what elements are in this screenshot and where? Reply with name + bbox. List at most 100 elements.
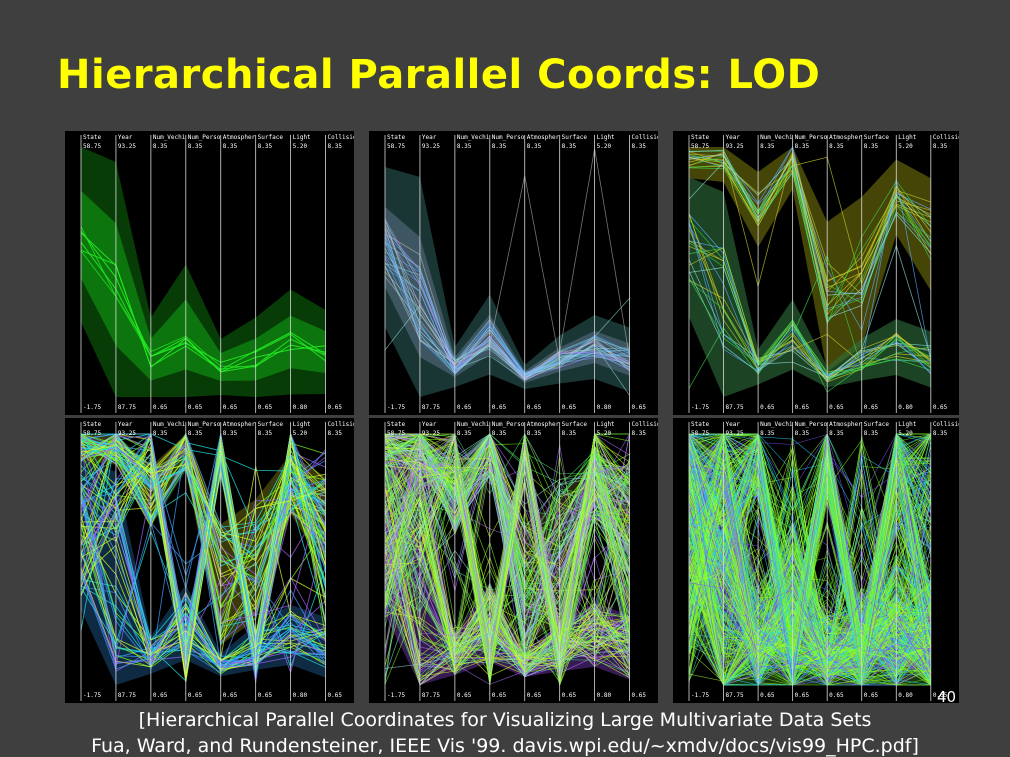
- record-polyline: [688, 552, 932, 686]
- axis-max-label: 8.35: [258, 143, 273, 150]
- axis-max-label: 93.25: [726, 430, 744, 437]
- record-polyline: [80, 441, 326, 669]
- record-polyline: [688, 433, 932, 645]
- axis-max-label: 93.25: [118, 143, 136, 150]
- axis-min-label: 0.65: [258, 692, 273, 699]
- record-polyline: [80, 232, 326, 371]
- axis-name-label: Surface: [562, 421, 588, 428]
- axis-name-label: Surface: [864, 421, 890, 428]
- lod-panel-3: State 58.75 -1.75 Year 93.25 87.75 Num_Vechi 8.…: [673, 131, 959, 415]
- axis-min-label: 0.65: [864, 692, 879, 699]
- record-polyline: [384, 473, 630, 678]
- record-polyline: [688, 600, 932, 661]
- record-polyline: [384, 235, 630, 377]
- axis-max-label: 8.35: [258, 430, 273, 437]
- record-polyline: [80, 230, 326, 373]
- axis-max-label: 8.35: [864, 143, 879, 150]
- record-polyline: [384, 433, 630, 611]
- axis-max-label: 8.35: [328, 143, 343, 150]
- record-polyline: [688, 522, 932, 671]
- record-polyline: [80, 549, 326, 669]
- record-polyline: [688, 442, 932, 686]
- axis-name-label: State: [83, 421, 101, 428]
- parallel-coordinates-plot: State58.75-1.75Year93.2587.75Num_Vechi8.…: [80, 421, 354, 701]
- record-polyline: [688, 469, 932, 677]
- axis-name-label: Num_Perso: [795, 134, 828, 141]
- axis-name-label: Num_Vechi: [760, 134, 793, 141]
- record-polyline: [688, 433, 931, 686]
- record-polyline: [688, 244, 932, 378]
- record-polyline: [688, 501, 931, 686]
- record-polyline: [384, 432, 630, 576]
- axis-min-label: 87.75: [422, 404, 440, 411]
- axis-max-label: 8.35: [795, 430, 810, 437]
- axis-min-label: 0.65: [760, 692, 775, 699]
- record-polyline: [384, 433, 630, 685]
- record-polyline: [384, 508, 630, 686]
- axis-max-label: 58.75: [83, 430, 101, 437]
- axis-name-label: Num_Vechi: [153, 134, 186, 141]
- record-polyline: [689, 433, 932, 661]
- axis-min-label: 0.65: [457, 692, 472, 699]
- axis-min-label: 0.65: [933, 404, 948, 411]
- record-polyline: [80, 553, 326, 662]
- record-polyline: [80, 466, 326, 660]
- axis-max-label: 8.35: [457, 430, 472, 437]
- record-polyline: [688, 478, 931, 686]
- record-polyline: [80, 433, 326, 650]
- axis-max-label: 5.20: [597, 143, 612, 150]
- record-polyline: [688, 569, 932, 671]
- axis-name-label: Collision: [632, 421, 658, 428]
- record-polyline: [688, 442, 931, 670]
- axis-min-label: 87.75: [726, 692, 744, 699]
- record-polyline: [384, 513, 630, 676]
- record-polyline: [384, 304, 630, 378]
- record-polyline: [80, 530, 326, 659]
- axis-min-label: 0.65: [223, 404, 238, 411]
- axis-max-label: 8.35: [153, 430, 168, 437]
- axis-max-label: 8.35: [562, 143, 577, 150]
- record-polyline: [80, 433, 326, 567]
- axis-name-label: Atmospher: [223, 421, 256, 428]
- record-polyline: [384, 433, 630, 569]
- axis-max-label: 5.20: [898, 143, 913, 150]
- axis-name-label: Num_Vechi: [153, 421, 186, 428]
- record-polyline: [384, 548, 630, 677]
- axis-max-label: 5.20: [293, 143, 308, 150]
- axis-min-label: 0.65: [492, 692, 507, 699]
- record-polyline: [384, 555, 630, 686]
- axis-max-label: 8.35: [527, 143, 542, 150]
- record-polyline: [80, 441, 326, 679]
- axis-min-label: 0.65: [492, 404, 507, 411]
- record-polyline: [384, 433, 630, 677]
- axis-name-label: Surface: [258, 134, 284, 141]
- record-polyline: [688, 556, 931, 661]
- record-polyline: [384, 487, 630, 675]
- record-polyline: [688, 247, 932, 367]
- axis-max-label: 8.35: [829, 430, 844, 437]
- axis-name-label: Collision: [632, 134, 658, 141]
- axis-name-label: Light: [597, 134, 615, 141]
- axis-name-label: Atmospher: [829, 421, 862, 428]
- axis-max-label: 93.25: [118, 430, 136, 437]
- record-polyline: [384, 175, 630, 365]
- lod-panel-6: State 58.75 -1.75 Year 93.25 87.75 Num_Vechi 8.…: [673, 418, 959, 703]
- axis-max-label: 8.35: [933, 143, 948, 150]
- record-polyline: [688, 454, 932, 681]
- record-polyline: [384, 433, 630, 683]
- axis-name-label: Collision: [328, 421, 354, 428]
- axis-max-label: 58.75: [387, 430, 405, 437]
- axis-max-label: 8.35: [632, 430, 647, 437]
- record-polyline: [80, 432, 326, 642]
- axis-name-label: Year: [422, 421, 437, 428]
- record-polyline: [384, 566, 630, 672]
- record-polyline: [688, 472, 931, 664]
- axis-min-label: 0.65: [223, 692, 238, 699]
- record-polyline: [688, 151, 932, 289]
- citation-line-1: [Hierarchical Parallel Coordinates for V…: [138, 709, 872, 731]
- axis-min-label: -1.75: [83, 692, 101, 699]
- axis-max-label: 93.25: [726, 143, 744, 150]
- record-polyline: [80, 573, 326, 670]
- record-polyline: [688, 433, 931, 686]
- record-polyline: [80, 444, 326, 675]
